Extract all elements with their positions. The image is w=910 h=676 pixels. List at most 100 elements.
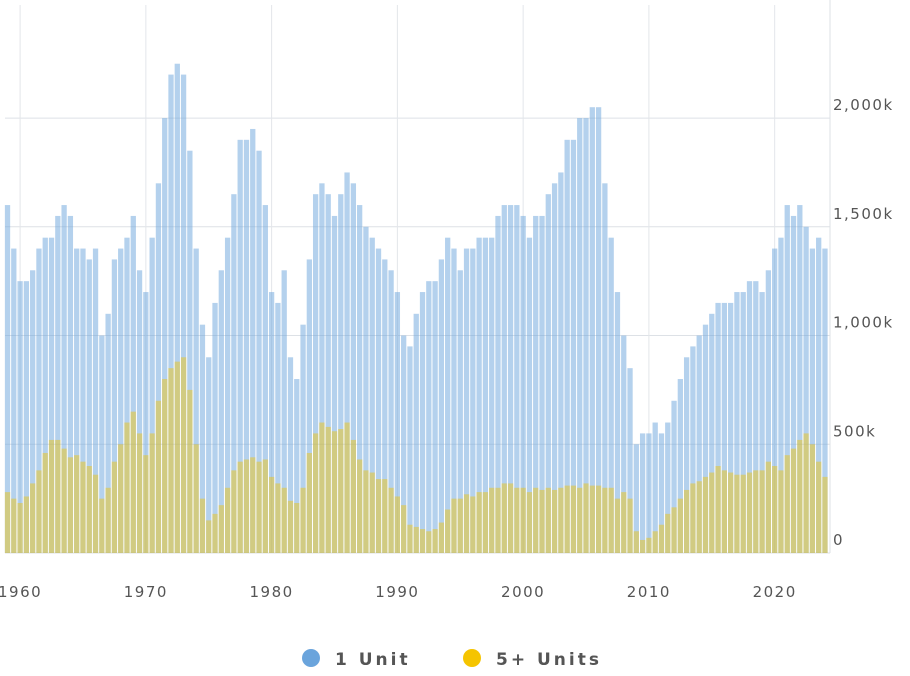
- bar: [350, 439, 357, 553]
- bar: [445, 509, 451, 553]
- bar: [344, 422, 350, 553]
- bar: [275, 483, 281, 553]
- bar: [696, 481, 702, 553]
- bar: [583, 118, 589, 553]
- bar: [363, 470, 369, 553]
- bar: [80, 461, 86, 553]
- legend-label[interactable]: 1 Unit: [335, 650, 411, 670]
- bar: [61, 205, 67, 554]
- bar: [312, 194, 319, 553]
- bar: [457, 498, 463, 553]
- bar: [130, 215, 136, 553]
- y-tick-label: 500k: [833, 422, 876, 440]
- bar: [602, 183, 608, 554]
- bar: [394, 292, 401, 553]
- bar: [671, 400, 677, 553]
- bar: [300, 324, 306, 553]
- bar: [772, 466, 778, 553]
- y-tick-label: 1,500k: [833, 205, 894, 223]
- bar: [48, 237, 55, 553]
- bar: [118, 248, 124, 554]
- bar: [746, 281, 753, 553]
- bar: [614, 292, 621, 553]
- legend-marker[interactable]: [302, 649, 320, 667]
- bar: [407, 346, 413, 553]
- bar: [539, 215, 545, 553]
- bar: [797, 439, 803, 553]
- bar: [375, 248, 382, 554]
- bar: [180, 357, 187, 553]
- bar: [199, 324, 206, 553]
- bar: [627, 498, 633, 553]
- bar: [287, 500, 294, 553]
- bar: [199, 498, 206, 553]
- bar: [105, 487, 111, 553]
- bar: [369, 237, 375, 553]
- bar: [36, 470, 42, 553]
- bar: [577, 118, 583, 553]
- bar: [778, 237, 784, 553]
- bar: [407, 524, 413, 553]
- bar: [162, 118, 168, 553]
- bar: [753, 470, 759, 553]
- bar: [564, 139, 570, 554]
- bar: [4, 492, 11, 553]
- bar: [401, 335, 407, 553]
- y-tick-label: 1,000k: [833, 314, 894, 332]
- bar: [174, 63, 180, 553]
- legend-marker[interactable]: [463, 649, 481, 667]
- bar: [558, 172, 564, 553]
- bar: [621, 335, 627, 553]
- bar: [589, 485, 595, 553]
- bar: [262, 459, 268, 553]
- bar: [551, 489, 558, 553]
- bar: [231, 194, 237, 553]
- x-tick-label: 1960: [0, 583, 42, 601]
- bar: [564, 485, 570, 553]
- bar: [633, 444, 639, 553]
- bar: [306, 452, 312, 553]
- bar: [696, 335, 702, 553]
- bar: [526, 492, 533, 553]
- bar: [23, 281, 30, 553]
- bar: [809, 248, 816, 554]
- bar: [759, 292, 765, 553]
- bar: [42, 452, 48, 553]
- bar: [281, 487, 287, 553]
- bar: [256, 461, 262, 553]
- bar: [432, 281, 438, 553]
- bar: [30, 270, 36, 553]
- legend-label[interactable]: 5+ Units: [496, 650, 602, 670]
- bar: [413, 313, 419, 553]
- bar: [753, 281, 759, 553]
- x-tick-label: 2000: [501, 583, 545, 601]
- bar: [463, 248, 470, 554]
- bar: [778, 470, 784, 553]
- bar: [470, 248, 476, 554]
- bar: [180, 74, 187, 553]
- bar: [514, 205, 520, 554]
- bar: [765, 270, 772, 553]
- bar: [74, 248, 80, 554]
- bar: [627, 368, 633, 553]
- bar: [702, 324, 709, 553]
- bar: [652, 422, 658, 553]
- bar: [331, 215, 338, 553]
- bar: [130, 411, 136, 553]
- bar: [709, 472, 715, 553]
- bar: [187, 389, 193, 553]
- bar: [312, 433, 319, 553]
- bar: [495, 215, 501, 553]
- bar: [99, 335, 105, 553]
- bar: [218, 505, 224, 553]
- bar: [589, 107, 595, 553]
- bar: [338, 194, 344, 553]
- bar: [86, 259, 92, 553]
- bar: [55, 439, 61, 553]
- bar: [92, 248, 99, 554]
- bar: [80, 248, 86, 554]
- bar: [489, 237, 495, 553]
- bar: [790, 215, 797, 553]
- bar: [621, 492, 627, 553]
